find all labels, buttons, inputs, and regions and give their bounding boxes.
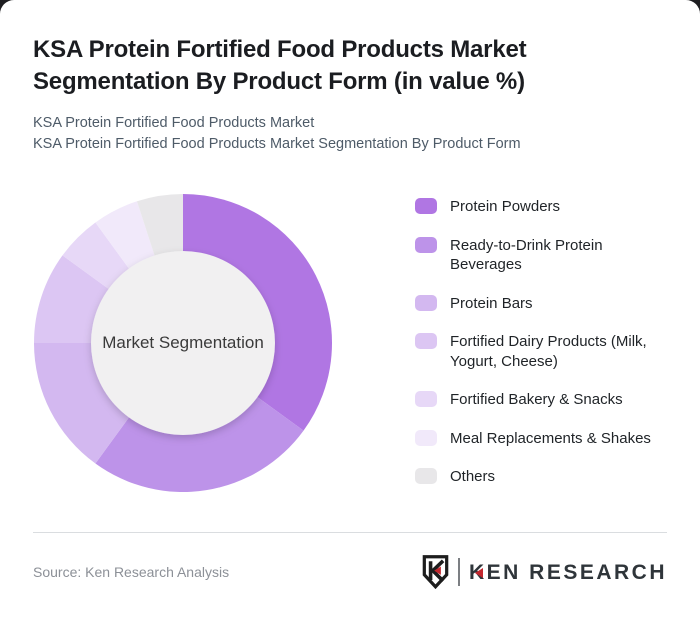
page-title: KSA Protein Fortified Food Products Mark… [33, 36, 527, 95]
legend-item-fortified-dairy-products-milk-yogurt-cheese[interactable]: Fortified Dairy Products (Milk, Yogurt, … [415, 332, 665, 371]
donut-chart-container: Market Segmentation [33, 193, 333, 493]
subtitle-line-2: KSA Protein Fortified Food Products Mark… [33, 136, 521, 153]
legend-item-protein-powders[interactable]: Protein Powders [415, 197, 665, 217]
footer: Source: Ken Research Analysis KEN RESEAR… [0, 533, 700, 590]
logo-separator [457, 558, 460, 587]
legend-swatch [415, 468, 437, 485]
subtitle-line-1: KSA Protein Fortified Food Products Mark… [33, 115, 315, 132]
legend-label: Meal Replacements & Shakes [450, 429, 651, 447]
legend-label: Others [450, 468, 496, 486]
legend-swatch [415, 391, 437, 408]
source-text: Source: Ken Research Analysis [33, 564, 230, 581]
legend-label: Fortified Bakery & Snacks [450, 391, 623, 409]
legend-item-ready-to-drink-protein-beverages[interactable]: Ready-to-Drink Protein Beverages [415, 236, 665, 275]
legend-swatch [415, 333, 437, 350]
legend: Protein Powders Ready-to-Drink Protein Be… [415, 197, 665, 487]
subtitle-block: KSA Protein Fortified Food Products Mark… [33, 113, 667, 155]
legend-item-meal-replacements-shakes[interactable]: Meal Replacements & Shakes [415, 429, 665, 449]
donut-chart [34, 194, 332, 493]
legend-label: Protein Powders [450, 198, 561, 216]
legend-swatch [415, 429, 437, 446]
footer-divider [33, 532, 667, 534]
ken-research-logo[interactable]: KEN RESEARCH [422, 555, 667, 590]
legend-item-others[interactable]: Others [415, 467, 665, 487]
legend-swatch [415, 236, 437, 253]
chart-area: Market Segmentation Protein Powders Ready… [33, 183, 667, 495]
logo-letter-k: K [468, 560, 487, 584]
logo-rest: EN RESEARCH [486, 560, 667, 584]
logo-wordmark: KEN RESEARCH [469, 562, 667, 583]
legend-swatch [415, 198, 437, 215]
legend-swatch [415, 294, 437, 311]
legend-label: Fortified Dairy Products (Milk, Yogurt, … [450, 333, 647, 370]
legend-item-protein-bars[interactable]: Protein Bars [415, 294, 665, 314]
legend-label: Protein Bars [450, 294, 533, 312]
legend-item-fortified-bakery-snacks[interactable]: Fortified Bakery & Snacks [415, 390, 665, 410]
legend-label: Ready-to-Drink Protein Beverages [450, 236, 603, 274]
donut-hole [91, 251, 275, 436]
ken-research-shield-icon [422, 555, 449, 590]
